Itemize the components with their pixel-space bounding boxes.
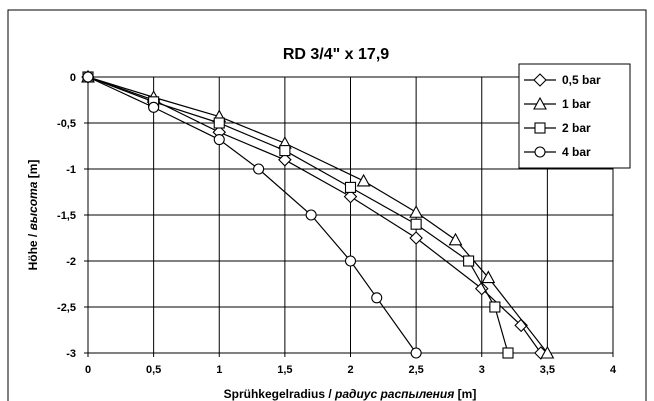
- x-tick-label: 2,5: [408, 364, 423, 376]
- legend-item: 0,5 bar: [524, 73, 601, 87]
- data-point-circle: [253, 163, 265, 175]
- data-point-circle: [371, 292, 383, 304]
- series-square: [82, 71, 514, 359]
- legend-marker-triangle: [533, 96, 547, 110]
- x-tick-label: 4: [610, 364, 617, 376]
- legend: 0,5 bar 1 bar 2 bar 4 bar: [518, 63, 631, 169]
- y-tick-label: -2: [66, 256, 76, 268]
- x-tick-labels: 0 0,5 1 1,5 2 2,5 3 3,5 4: [85, 364, 617, 376]
- y-axis-title-main: Höhe /: [26, 230, 40, 270]
- y-axis-title: Höhe / высота [m]: [26, 160, 40, 271]
- y-tick-labels: 0 -0,5 -1 -1,5 -2 -2,5 -3: [57, 72, 76, 360]
- chart-title: RD 3/4" x 17,9: [283, 46, 389, 63]
- data-point-triangle: [356, 173, 371, 187]
- data-point-circle: [148, 101, 160, 113]
- y-tick-label: 0: [70, 72, 76, 84]
- data-point-circle: [344, 255, 357, 267]
- series-line: [87, 76, 417, 354]
- plot-area: [87, 76, 614, 354]
- legend-label: 4 bar: [562, 145, 591, 159]
- data-point-square: [410, 218, 422, 230]
- x-tick-label: 3,5: [540, 364, 555, 376]
- data-point-square: [279, 145, 291, 157]
- y-tick-label: -1: [66, 164, 76, 176]
- data-point-circle: [410, 347, 422, 359]
- series-layer: [81, 69, 555, 360]
- data-point-triangle: [448, 232, 463, 246]
- series-circle: [82, 71, 422, 359]
- data-point-square: [502, 347, 514, 359]
- data-point-square: [489, 301, 501, 313]
- data-point-square: [463, 255, 475, 267]
- data-point-triangle: [481, 270, 496, 284]
- data-point-square: [344, 181, 357, 193]
- y-tick-label: -2,5: [57, 302, 76, 314]
- legend-marker-square: [534, 122, 546, 134]
- data-point-diamond: [278, 153, 292, 167]
- legend-item: 2 bar: [524, 121, 591, 135]
- legend-item: 4 bar: [524, 145, 591, 159]
- x-axis-title-italic: радиус распыления: [334, 387, 454, 401]
- data-point-diamond: [474, 281, 489, 296]
- legend-label: 0,5 bar: [562, 73, 601, 87]
- y-tick-label: -3: [66, 348, 76, 360]
- x-tick-label: 2: [347, 364, 353, 376]
- legend-marker-diamond: [533, 73, 547, 87]
- legend-label: 1 bar: [562, 97, 591, 111]
- data-point-diamond: [409, 231, 423, 245]
- y-axis-title-unit: [m]: [26, 160, 40, 182]
- data-point-triangle: [409, 205, 424, 218]
- data-point-triangle: [540, 345, 555, 359]
- x-tick-label: 1,5: [277, 364, 292, 376]
- legend-label: 2 bar: [562, 121, 591, 135]
- y-tick-label: -1,5: [57, 210, 76, 222]
- x-tick-label: 0: [85, 364, 91, 376]
- data-point-square: [213, 117, 225, 129]
- x-tick-label: 3: [479, 364, 485, 376]
- data-point-circle: [82, 71, 94, 83]
- x-axis-title: Sprühkegelradius / радиус распыления [m]: [224, 387, 477, 401]
- x-tick-label: 1: [216, 364, 222, 376]
- x-axis-title-unit: [m]: [454, 387, 476, 401]
- legend-marker-circle: [534, 146, 546, 158]
- data-point-diamond: [343, 189, 358, 204]
- y-tick-label: -0,5: [57, 118, 76, 130]
- data-point-circle: [305, 209, 317, 221]
- x-axis-title-main: Sprühkegelradius /: [224, 387, 335, 401]
- data-point-circle: [213, 134, 225, 146]
- x-tick-label: 0,5: [146, 364, 161, 376]
- y-axis-title-italic: высота: [26, 181, 40, 230]
- legend-item: 1 bar: [524, 96, 591, 111]
